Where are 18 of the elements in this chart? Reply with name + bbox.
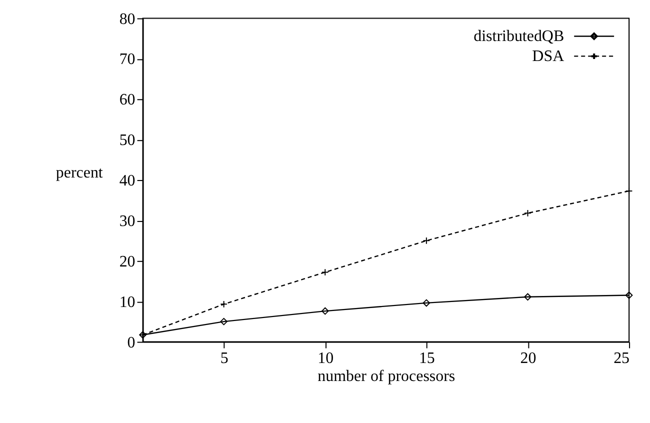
x-tick-label: 5: [220, 350, 228, 368]
y-tick-label: 80: [119, 10, 136, 28]
x-tick-label: 15: [418, 350, 435, 368]
legend-label: DSA: [532, 48, 565, 66]
y-tick-label: 70: [119, 51, 136, 68]
y-tick-label: 60: [119, 92, 136, 109]
y-tick-label: 40: [119, 172, 136, 190]
x-tick-label: 20: [520, 350, 536, 368]
y-axis-title: percent: [56, 164, 104, 182]
y-tick-label: 50: [119, 132, 136, 150]
y-tick-label: 0: [127, 334, 136, 352]
legend-label: distributedQB: [474, 28, 564, 46]
x-tick-label: 25: [614, 350, 630, 368]
y-tick-label: 10: [119, 294, 136, 311]
y-tick-label: 30: [119, 212, 136, 230]
y-tick-label: 20: [119, 253, 136, 270]
x-axis-title: number of processors: [318, 368, 456, 386]
x-tick-label: 10: [318, 350, 334, 368]
